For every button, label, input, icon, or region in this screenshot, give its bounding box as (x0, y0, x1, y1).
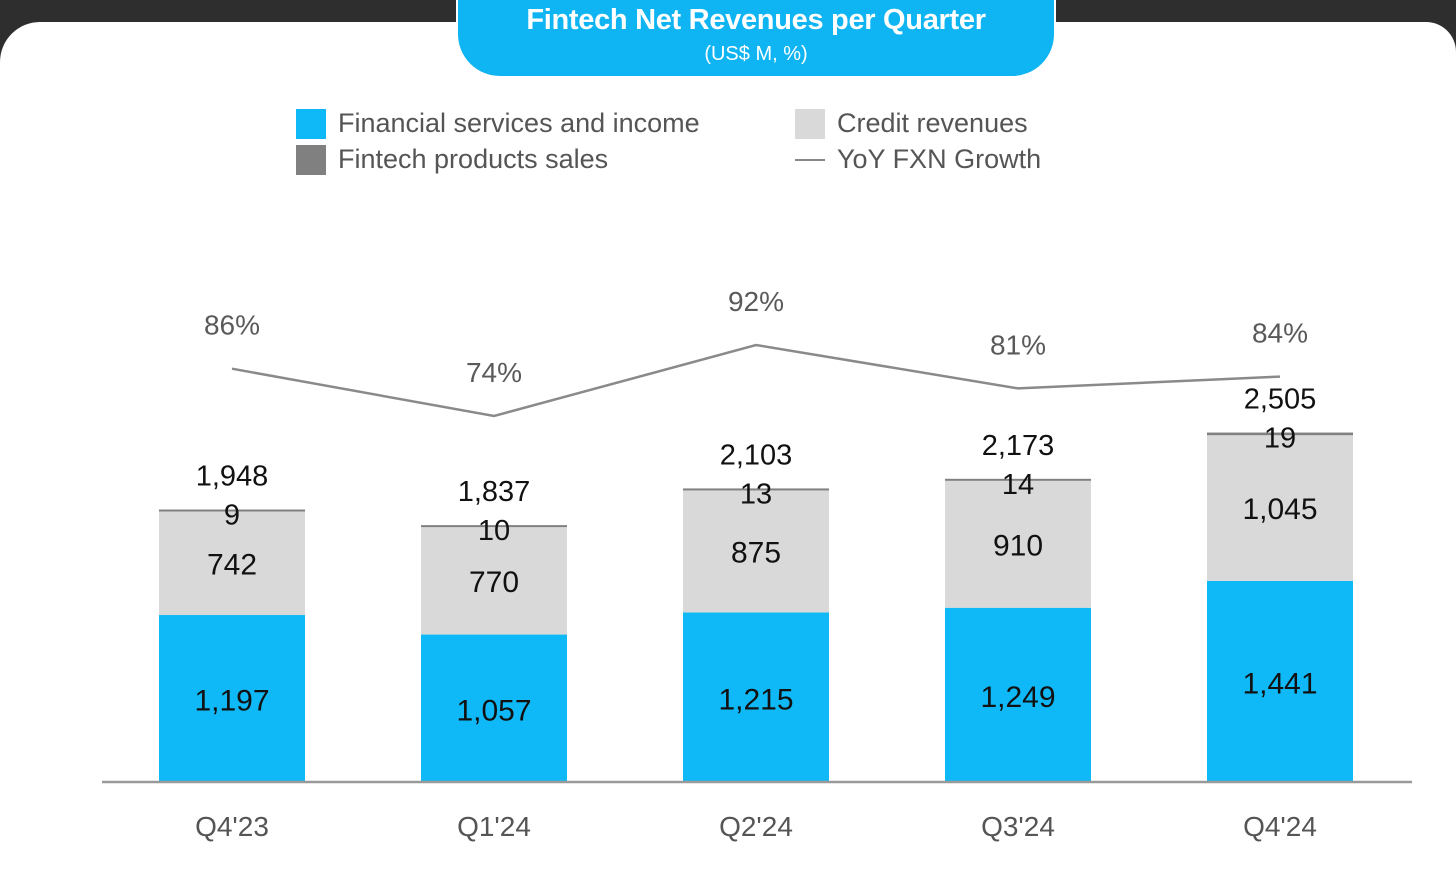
yoy-growth-label: 86% (204, 310, 260, 341)
data-label-financial-services: 1,197 (194, 685, 269, 718)
legend-item-financial-services: Financial services and income (296, 108, 700, 139)
x-tick-label: Q4'24 (1243, 811, 1317, 842)
x-tick-label: Q4'23 (195, 811, 269, 842)
bar-credit-revenues (945, 480, 1091, 608)
yoy-growth-label: 84% (1252, 318, 1308, 349)
data-label-credit-revenues: 910 (993, 529, 1043, 562)
bar-credit-revenues (683, 490, 829, 613)
data-label-total: 1,948 (196, 461, 269, 493)
data-label-total: 1,837 (458, 476, 531, 508)
bar-fintech-products (1207, 432, 1353, 436)
bar-financial-services (1207, 580, 1353, 782)
bar-fintech-products (683, 488, 829, 491)
chart-legend: Financial services and income Fintech pr… (296, 108, 1096, 188)
legend-label-fintech-products: Fintech products sales (338, 144, 609, 174)
data-label-fintech-products: 9 (224, 500, 240, 532)
legend-label-credit-revenues: Credit revenues (837, 108, 1028, 138)
yoy-growth-label: 74% (466, 357, 522, 388)
data-label-credit-revenues: 875 (731, 536, 781, 569)
x-tick-label: Q3'24 (981, 811, 1055, 842)
bar-financial-services (421, 634, 567, 782)
legend-item-credit-revenues: Credit revenues (795, 108, 1028, 139)
legend-label-yoy-growth: YoY FXN Growth (837, 144, 1042, 174)
chart-title-banner: Fintech Net Revenues per Quarter (US$ M,… (456, 0, 1056, 78)
legend-item-fintech-products: Fintech products sales (296, 144, 608, 175)
legend-swatch-yoy-growth (795, 158, 825, 161)
data-label-fintech-products: 13 (740, 478, 772, 510)
bar-fintech-products (421, 525, 567, 528)
chart-title: Fintech Net Revenues per Quarter (526, 4, 986, 36)
yoy-growth-label: 92% (728, 286, 784, 317)
data-label-credit-revenues: 1,045 (1242, 493, 1317, 526)
bar-financial-services (945, 607, 1091, 782)
data-label-total: 2,505 (1244, 384, 1317, 416)
chart-subtitle: (US$ M, %) (704, 43, 808, 65)
bar-financial-services (159, 615, 305, 782)
yoy-growth-label: 81% (990, 329, 1046, 360)
legend-swatch-financial-services (296, 108, 326, 139)
data-label-credit-revenues: 742 (207, 548, 257, 581)
data-label-financial-services: 1,057 (456, 694, 531, 727)
data-label-total: 2,173 (982, 430, 1055, 462)
bar-fintech-products (159, 509, 305, 512)
bar-credit-revenues (421, 527, 567, 635)
legend-swatch-fintech-products (296, 144, 326, 175)
bar-fintech-products (945, 478, 1091, 481)
data-label-total: 2,103 (720, 439, 793, 471)
data-label-credit-revenues: 770 (469, 566, 519, 599)
data-label-fintech-products: 19 (1264, 423, 1296, 455)
data-label-financial-services: 1,441 (1242, 667, 1317, 700)
yoy-growth-line (231, 343, 1281, 418)
x-tick-label: Q1'24 (457, 811, 531, 842)
legend-item-yoy-growth: YoY FXN Growth (795, 144, 1041, 175)
data-label-financial-services: 1,215 (718, 683, 793, 716)
data-label-fintech-products: 14 (1002, 469, 1034, 501)
data-label-financial-services: 1,249 (980, 681, 1055, 714)
bar-credit-revenues (1207, 435, 1353, 581)
data-label-fintech-products: 10 (478, 515, 510, 547)
legend-label-financial-services: Financial services and income (338, 108, 700, 138)
legend-swatch-credit-revenues (795, 108, 825, 139)
bar-financial-services (683, 612, 829, 782)
bar-credit-revenues (159, 511, 305, 616)
x-tick-label: Q2'24 (719, 811, 793, 842)
